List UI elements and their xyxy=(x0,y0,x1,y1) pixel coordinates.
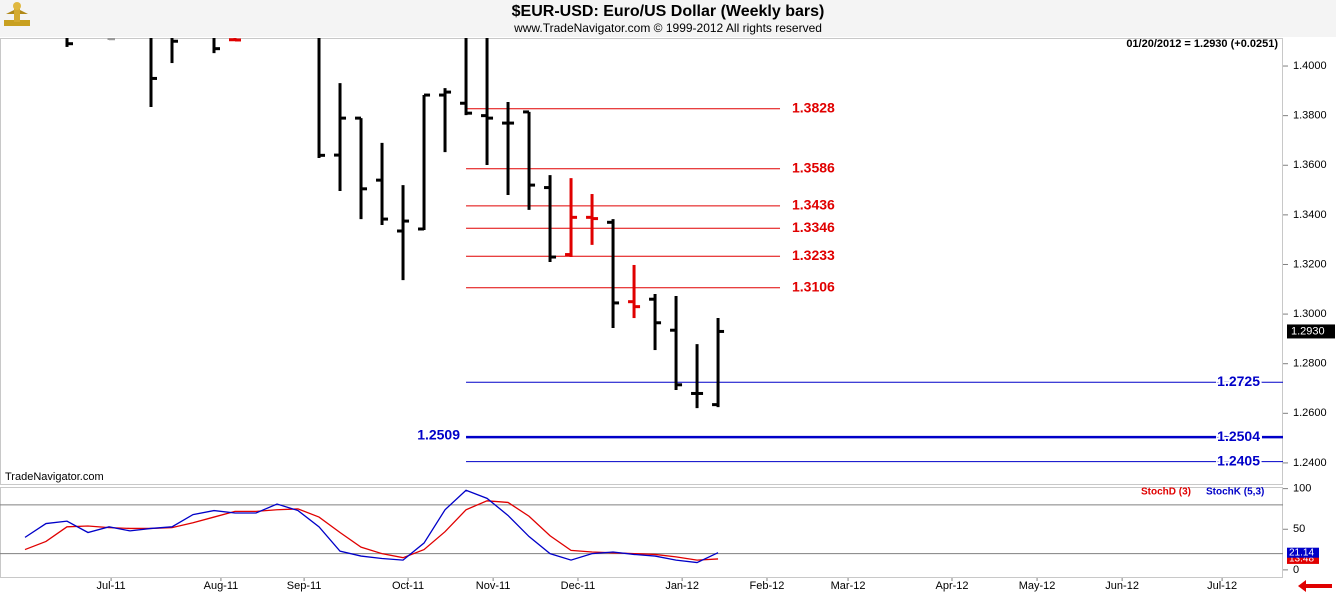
level-label: 1.2504 xyxy=(1217,428,1260,444)
y-tick-label: 1.3800 xyxy=(1293,110,1327,122)
x-tick-label: Aug-11 xyxy=(204,580,239,592)
x-tick-label: Mar-12 xyxy=(831,580,866,592)
y-tick-label: 1.2400 xyxy=(1293,457,1327,469)
last-quote: 01/20/2012 = 1.2930 (+0.0251) xyxy=(1126,38,1278,50)
level-label: 1.2405 xyxy=(1217,452,1260,468)
y-tick-label: 1.3600 xyxy=(1293,159,1327,171)
y-tick-label: 100 xyxy=(1293,483,1311,495)
scroll-arrow[interactable] xyxy=(1298,580,1332,592)
last-value-box xyxy=(1287,553,1319,564)
level-label: 1.3233 xyxy=(792,247,835,263)
x-tick-label: Dec-11 xyxy=(561,580,596,592)
watermark: TradeNavigator.com xyxy=(5,471,104,483)
last-value-label: 13.48 xyxy=(1289,554,1314,565)
legend-entry: StochD (3) xyxy=(1141,487,1191,498)
y-tick-label: 1.2800 xyxy=(1293,358,1327,370)
level-label: 1.2509 xyxy=(417,427,460,443)
x-tick-label: Sep-11 xyxy=(287,580,322,592)
stoch-panel-frame xyxy=(0,487,1283,578)
y-tick-label: 1.2600 xyxy=(1293,407,1327,419)
chart-subtitle: www.TradeNavigator.com © 1999-2012 All r… xyxy=(513,21,822,35)
y-tick-label: 1.3200 xyxy=(1293,258,1327,270)
last-price-label: 1.2930 xyxy=(1291,325,1325,337)
level-label: 1.3828 xyxy=(792,99,835,115)
main-plot xyxy=(65,38,1283,463)
x-tick-label: Nov-11 xyxy=(476,580,511,592)
level-label: 1.2725 xyxy=(1217,373,1260,389)
level-label: 1.3346 xyxy=(792,219,835,235)
y-tick-label: 1.3400 xyxy=(1293,209,1327,221)
stoch-plot xyxy=(0,489,1283,564)
x-tick-label: Jan-12 xyxy=(665,580,699,592)
y-tick-label: 1.4000 xyxy=(1293,60,1327,72)
y-tick-label: 1.3000 xyxy=(1293,308,1327,320)
x-tick-label: May-12 xyxy=(1019,580,1056,592)
main-panel-frame xyxy=(0,38,1283,485)
chart-title: $EUR-USD: Euro/US Dollar (Weekly bars) xyxy=(512,3,825,20)
x-tick-label: Jul-12 xyxy=(1207,580,1237,592)
last-value-label: 21.14 xyxy=(1289,547,1314,558)
logo xyxy=(4,2,30,26)
axes: 1.2400 1.2600 1.2800 1.3000 1.3200 1.3400 1.36… xyxy=(97,60,1335,592)
x-tick-label: Jun-12 xyxy=(1105,580,1139,592)
x-tick-label: Feb-12 xyxy=(750,580,785,592)
last-value-box xyxy=(1287,547,1319,558)
level-label: 1.3106 xyxy=(792,278,835,294)
level-label: 1.3436 xyxy=(792,197,835,213)
y-tick-label: 50 xyxy=(1293,523,1305,535)
header xyxy=(0,0,1336,37)
level-label: 1.3586 xyxy=(792,159,835,175)
x-tick-label: Oct-11 xyxy=(392,580,424,592)
stoch-line xyxy=(24,489,719,564)
x-tick-label: Apr-12 xyxy=(935,580,968,592)
x-tick-label: Jul-11 xyxy=(97,580,126,592)
y-tick-label: 0 xyxy=(1293,564,1299,576)
legend-entry: StochK (5,3) xyxy=(1206,487,1264,498)
last-price-box xyxy=(1287,324,1335,339)
